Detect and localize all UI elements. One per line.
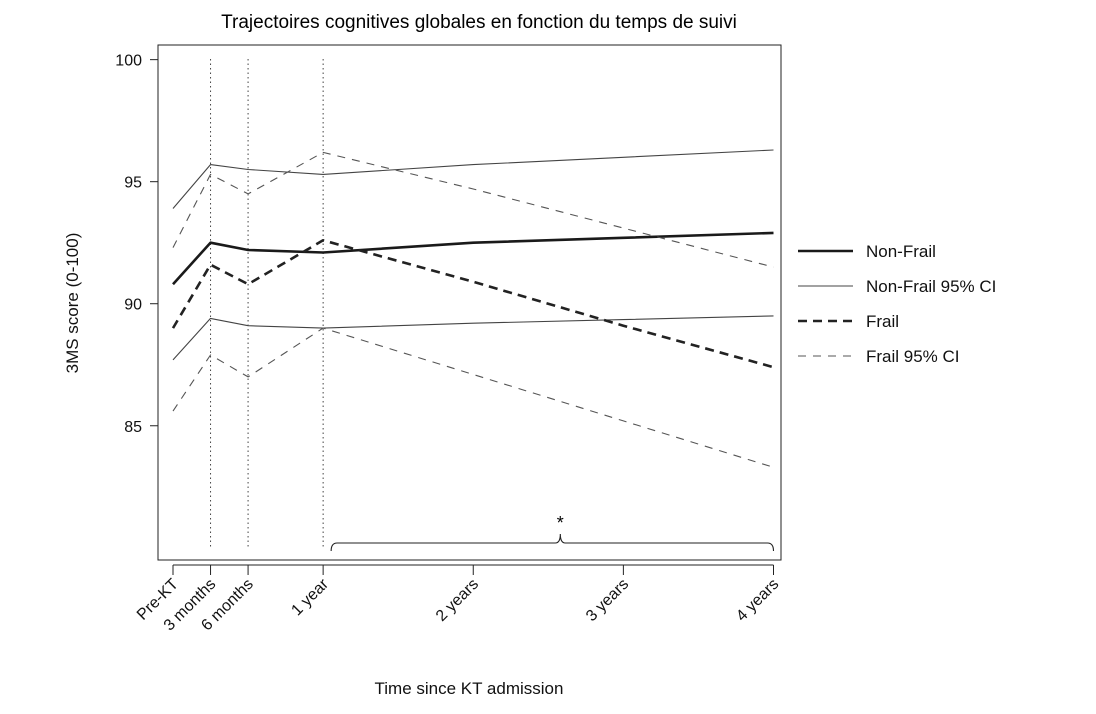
y-axis-title: 3MS score (0-100) [63, 233, 82, 374]
x-tick-label: 1 year [288, 575, 332, 619]
legend: Non-Frail Non-Frail 95% CI Frail Frail 95% … [798, 242, 996, 366]
y-tick-label: 95 [124, 175, 142, 192]
series-line-non-frail-95-ci [172, 315, 774, 361]
x-axis-title: Time since KT admission [375, 679, 564, 698]
y-tick-label: 100 [115, 53, 142, 70]
significance-bracket: * [330, 513, 775, 552]
significance-star: * [557, 513, 564, 533]
series-line-frail [171, 239, 774, 369]
series-lines [171, 149, 774, 468]
x-tick-label: 2 years [433, 576, 482, 625]
bracket [330, 533, 775, 552]
series-line-frail-95-ci [172, 327, 774, 468]
y-tick-label: 85 [124, 419, 142, 436]
series-line-non-frail-95-ci [172, 149, 774, 209]
legend-label: Non-Frail [866, 242, 936, 261]
legend-label: Frail [866, 312, 899, 331]
reference-lines [210, 59, 324, 548]
legend-label: Non-Frail 95% CI [866, 277, 996, 296]
series-line-frail-95-ci [172, 151, 774, 268]
plot-frame [157, 44, 782, 561]
chart-title: Trajectoires cognitives globales en fonc… [221, 12, 737, 33]
x-tick-label: 3 years [583, 576, 632, 625]
legend-label: Frail 95% CI [866, 347, 960, 366]
y-axis: 85 90 95 100 [115, 53, 159, 436]
series-line-non-frail [172, 231, 774, 286]
x-tick-label: 4 years [733, 576, 782, 625]
y-tick-label: 90 [124, 297, 142, 314]
